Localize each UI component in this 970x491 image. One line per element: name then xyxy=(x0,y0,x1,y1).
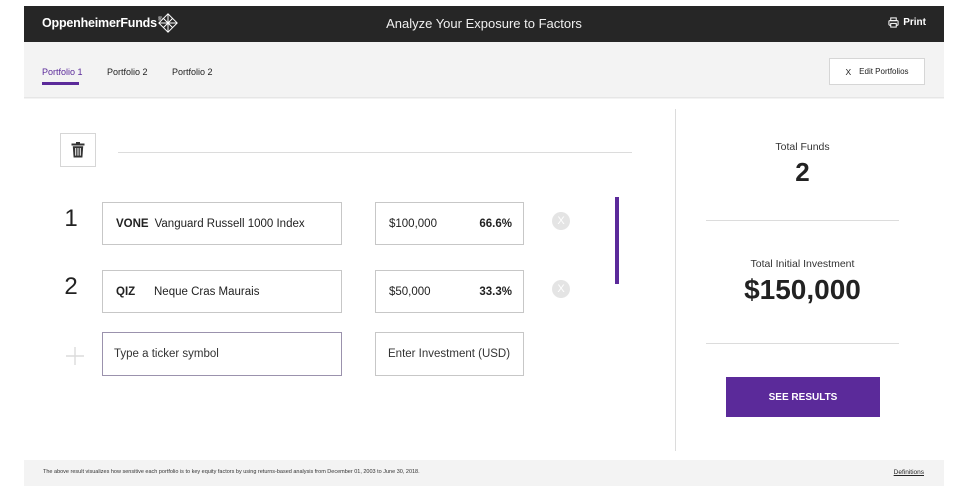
remove-holding-button-2[interactable]: X xyxy=(552,280,570,298)
holding-percent: 33.3% xyxy=(479,285,512,298)
holding-ticker-symbol: QIZ xyxy=(116,285,136,298)
edit-portfolios-button[interactable]: X Edit Portfolios xyxy=(829,58,925,85)
footer: The above result visualizes how sensitiv… xyxy=(24,460,944,486)
brand-name: OppenheimerFunds xyxy=(42,16,157,30)
total-funds-label: Total Funds xyxy=(775,141,830,153)
summary-divider xyxy=(706,220,899,221)
print-label: Print xyxy=(903,17,926,28)
portfolio-tab-bar: Portfolio 1 Portfolio 2 Portfolio 2 X Ed… xyxy=(24,42,944,98)
plus-icon[interactable] xyxy=(66,347,84,365)
summary-divider xyxy=(706,343,899,344)
top-bar: OppenheimerFunds ® Analyze Your Exposure … xyxy=(24,6,944,42)
investment-amount-input[interactable] xyxy=(375,332,524,376)
panel-divider xyxy=(675,109,676,451)
holding-amount: $50,000 xyxy=(389,285,431,298)
holding-fund-name: Vanguard Russell 1000 Index xyxy=(154,217,305,230)
holding-percent: 66.6% xyxy=(479,217,512,230)
brand-registered-mark: ® xyxy=(157,17,163,23)
printer-icon xyxy=(888,17,899,28)
holding-number-1: 1 xyxy=(64,205,78,232)
total-investment-label: Total Initial Investment xyxy=(750,258,855,270)
definitions-link[interactable]: Definitions xyxy=(893,469,924,476)
holding-fund-name: Neque Cras Maurais xyxy=(154,285,260,298)
holding-amount: $100,000 xyxy=(389,217,437,230)
tab-portfolio-3[interactable]: Portfolio 2 xyxy=(172,67,213,77)
brand-logo-icon xyxy=(158,13,178,33)
app-frame: OppenheimerFunds ® Analyze Your Exposure … xyxy=(24,6,944,486)
tab-portfolio-2[interactable]: Portfolio 2 xyxy=(107,67,148,77)
tab-portfolio-1[interactable]: Portfolio 1 xyxy=(42,67,83,77)
holding-ticker-field-1[interactable]: VONE Vanguard Russell 1000 Index xyxy=(102,202,342,245)
page-title: Analyze Your Exposure to Factors xyxy=(386,16,582,31)
edit-portfolios-label: Edit Portfolios xyxy=(859,67,909,76)
brand-logo[interactable]: OppenheimerFunds ® xyxy=(42,16,162,30)
holding-ticker-symbol: VONE xyxy=(116,217,149,230)
divider-line xyxy=(118,152,632,153)
disclaimer-text: The above result visualizes how sensitiv… xyxy=(43,469,420,475)
print-button[interactable]: Print xyxy=(888,17,926,28)
total-funds-value: 2 xyxy=(795,157,810,187)
holding-amount-field-1[interactable]: $100,000 66.6% xyxy=(375,202,524,245)
trash-icon xyxy=(71,142,85,158)
holding-number-2: 2 xyxy=(64,273,78,300)
remove-holding-button-1[interactable]: X xyxy=(552,212,570,230)
holding-amount-field-2[interactable]: $50,000 33.3% xyxy=(375,270,524,313)
see-results-button[interactable]: SEE RESULTS xyxy=(726,377,880,417)
allocation-indicator-bar xyxy=(615,197,619,284)
close-icon: X xyxy=(845,66,852,77)
delete-portfolio-button[interactable] xyxy=(60,133,96,167)
holding-ticker-field-2[interactable]: QIZ Neque Cras Maurais xyxy=(102,270,342,313)
active-tab-indicator xyxy=(42,82,79,85)
ticker-search-input[interactable] xyxy=(102,332,342,376)
portfolio-builder-panel: 1 VONE Vanguard Russell 1000 Index $100,… xyxy=(24,99,944,460)
total-investment-value: $150,000 xyxy=(744,274,861,305)
